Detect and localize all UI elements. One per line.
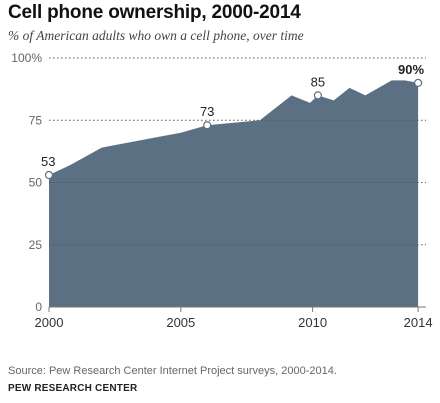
y-tick-label: 75 [29,113,43,127]
x-tick-label: 2010 [298,315,327,330]
data-point-marker [313,91,323,100]
data-point-marker [203,121,212,130]
x-tick-label: 2014 [404,315,433,330]
chart-subtitle: % of American adults who own a cell phon… [8,28,304,43]
y-tick-label: 50 [29,176,43,190]
y-tick-label: 25 [29,238,43,252]
data-point-marker [413,78,423,88]
organization-name: PEW RESEARCH CENTER [8,383,138,394]
x-tick-label: 2005 [166,315,195,330]
y-tick-label: 0 [35,300,42,314]
data-point-marker [44,170,54,180]
x-tick-label: 2000 [35,315,64,330]
source-note: Source: Pew Research Center Internet Pro… [8,365,337,377]
data-label: 53 [41,154,55,169]
chart-title: Cell phone ownership, 2000-2014 [8,2,301,23]
y-tick-label: 100% [11,51,42,65]
data-label: 85 [311,74,325,89]
data-label: 90% [398,62,424,77]
area-series [49,80,419,307]
data-label: 73 [200,104,214,119]
